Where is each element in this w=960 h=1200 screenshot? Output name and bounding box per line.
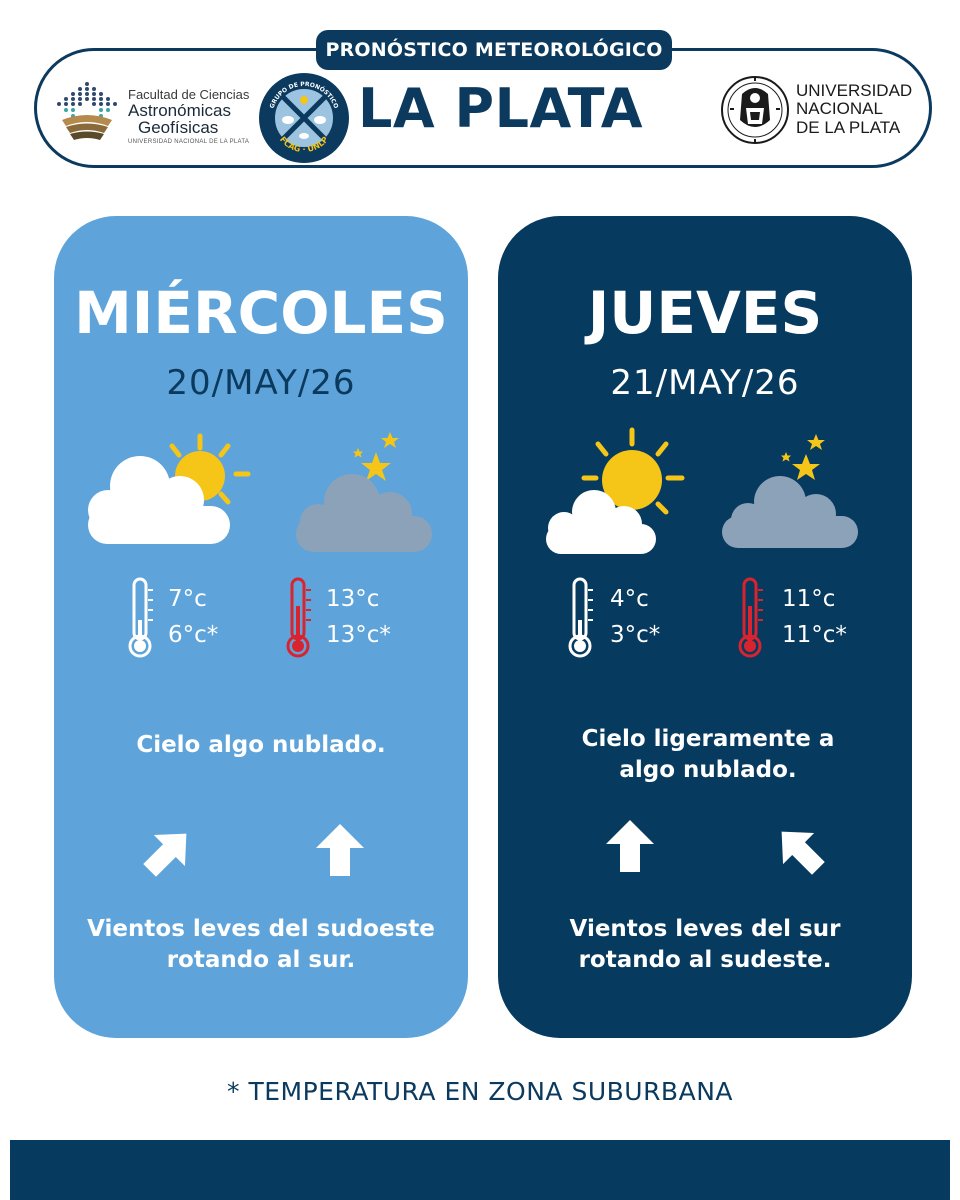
university-line-2: NACIONAL [796, 99, 883, 119]
university-line-3: DE LA PLATA [796, 117, 901, 137]
max-temp: 13°c [326, 586, 380, 612]
university-line-1: UNIVERSIDAD [796, 81, 913, 100]
forecast-card-thursday: JUEVES 21/MAY/26 [498, 216, 912, 1038]
bottom-bar [10, 1140, 950, 1200]
footnote: * TEMPERATURA EN ZONA SUBURBANA [227, 1077, 733, 1106]
arrow-northwest-icon [781, 831, 825, 875]
faculty-line-4: UNIVERSIDAD NACIONAL DE LA PLATA [128, 139, 250, 146]
day-name: MIÉRCOLES [74, 279, 448, 347]
min-temp-suburban: 6°c* [168, 622, 219, 648]
day-name: JUEVES [587, 279, 823, 347]
page-title: LA PLATA [358, 77, 644, 140]
arrow-north-icon [316, 824, 364, 876]
university-seal-icon [721, 76, 789, 144]
sky-condition: Cielo algo nublado. [136, 732, 386, 758]
cloudy-night-icon [296, 432, 437, 552]
max-temp-suburban: 13°c* [326, 622, 391, 648]
thermometer-high-icon [738, 577, 763, 658]
header-pill: PRONÓSTICO METEOROLÓGICO [316, 30, 672, 70]
sky-condition: Cielo ligeramente a algo nublado. [581, 726, 835, 784]
faculty-line-2: Astronómicas [128, 100, 231, 120]
faculty-name: Facultad de Ciencias Astronómicas Geofís… [128, 88, 278, 146]
wind-description: Vientos leves del sur rotando al sudeste… [569, 916, 841, 974]
forecast-card-wednesday: MIÉRCOLES 20/MAY/26 [54, 216, 468, 1038]
forecast-group-badge-icon: GRUPO DE PRONÓSTICO FCAG · UNLP [259, 73, 349, 163]
day-date: 21/MAY/26 [610, 363, 800, 403]
min-temp: 7°c [168, 586, 207, 612]
wind-description: Vientos leves del sudoeste rotando al su… [87, 916, 435, 974]
arrow-northeast-icon [143, 833, 187, 877]
day-date: 20/MAY/26 [166, 363, 356, 403]
partly-cloudy-day-icon [88, 433, 251, 544]
faculty-line-1: Facultad de Ciencias [128, 87, 250, 102]
max-temp: 11°c [782, 586, 836, 612]
thermometer-low-icon [128, 577, 153, 658]
min-temp-suburban: 3°c* [610, 622, 661, 648]
thermometer-low-icon [568, 577, 593, 658]
university-name: UNIVERSIDAD NACIONAL DE LA PLATA [796, 81, 913, 137]
arrow-north-icon [606, 820, 654, 872]
faculty-line-3: Geofísicas [138, 118, 219, 138]
faculty-logo-icon [57, 82, 117, 140]
cloudy-night-icon [722, 434, 860, 548]
thermometer-high-icon [286, 577, 311, 658]
partly-cloudy-day-icon [546, 427, 685, 554]
max-temp-suburban: 11°c* [782, 622, 847, 648]
min-temp: 4°c [610, 586, 649, 612]
